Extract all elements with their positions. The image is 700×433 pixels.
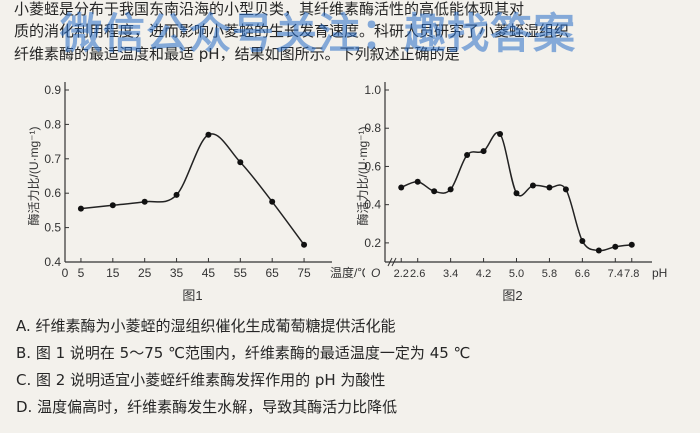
y-tick-label: 0.8: [44, 117, 61, 131]
data-point: [612, 243, 619, 250]
x-tick-label: 15: [106, 266, 120, 280]
chart-1: 0.4 0.5 0.6 0.7 0.8 0.9 0 5 15 25 35 45 55 65 75 温度/℃ 酶活…: [26, 82, 365, 303]
question-line-2: 质的消化利用程度，进而影响小菱蛭的生长发育速度。科研人员研究了小菱蛭湿组织: [14, 22, 570, 40]
option-b[interactable]: B. 图 1 说明在 5～75 ℃范围内，纤维素酶的最适温度一定为 45 ℃: [16, 344, 471, 362]
data-point: [595, 247, 602, 254]
data-point: [546, 184, 553, 191]
x-tick-label: 6.6: [575, 268, 590, 280]
x-tick-label: 7.8: [624, 268, 639, 280]
x-tick-label: 55: [234, 266, 248, 280]
data-point: [237, 159, 244, 166]
data-point: [205, 131, 212, 138]
x-tick-label: 0: [62, 266, 69, 280]
x-tick-label: 65: [266, 266, 280, 280]
x-tick-label: 3.4: [443, 268, 458, 280]
x-tick-label: 45: [202, 266, 216, 280]
y-tick-label: 0.6: [44, 186, 61, 200]
y-tick-label: 0.6: [364, 159, 381, 173]
chart-caption: 图2: [502, 288, 522, 303]
y-tick-label: 0.8: [364, 121, 381, 135]
x-axis-label: pH: [652, 266, 667, 280]
y-tick-label: 0.2: [364, 236, 381, 250]
y-axis-label: 酶活力比/(U·mg⁻¹): [355, 127, 370, 226]
y-tick-label: 1.0: [364, 83, 381, 97]
option-a[interactable]: A. 纤维素酶为小菱蛭的湿组织催化生成葡萄糖提供活化能: [16, 317, 396, 335]
data-point: [579, 237, 586, 244]
axis-break-mark: [387, 257, 393, 267]
option-d[interactable]: D. 温度偏高时，纤维素酶发生水解，导致其酶活力比降低: [16, 398, 398, 416]
data-point: [269, 198, 276, 205]
option-c[interactable]: C. 图 2 说明适宜小菱蛭纤维素酶发挥作用的 pH 为酸性: [16, 371, 386, 389]
data-point: [529, 182, 536, 189]
y-tick-label: 0.5: [44, 221, 61, 235]
data-point: [513, 190, 520, 197]
data-point: [447, 186, 454, 193]
watermark: 微信公众号关注：趣找答案: [60, 9, 577, 58]
series-line: [80, 133, 305, 246]
data-point: [301, 241, 308, 248]
data-point: [398, 184, 405, 191]
data-point: [77, 205, 84, 212]
y-tick-label: 0.4: [44, 255, 61, 269]
question-line-3: 纤维素酶的最适温度和最适 pH，结果如图所示。下列叙述正确的是: [14, 45, 460, 63]
data-point: [414, 178, 421, 185]
data-point: [109, 202, 116, 209]
chart-2: 0.2 0.4 0.6 0.8 1.0 O 2.2 2.6 3.4 4.2 5.0 5.8 6.6 7.4…: [355, 82, 667, 303]
x-tick-label: 5: [78, 266, 85, 280]
x-tick-label: 2.6: [410, 268, 425, 280]
x-tick-label: 35: [170, 266, 184, 280]
x-tick-label: 2.2: [394, 268, 409, 280]
y-tick-label: 0.9: [44, 83, 61, 97]
chart-caption: 图1: [182, 288, 202, 303]
origin-label: O: [371, 266, 380, 280]
x-tick-label: 5.8: [542, 268, 557, 280]
axis-break-mark: [391, 257, 397, 267]
data-point: [431, 188, 438, 195]
data-point: [480, 148, 487, 155]
data-point: [628, 241, 635, 248]
x-tick-label: 7.4: [608, 268, 623, 280]
data-point: [464, 151, 471, 158]
x-tick-label: 75: [297, 266, 311, 280]
data-point: [497, 130, 504, 137]
y-tick-label: 0.7: [44, 152, 61, 166]
data-point: [173, 191, 180, 198]
x-tick-label: 5.0: [509, 268, 524, 280]
y-tick-label: 0.4: [364, 198, 381, 212]
question-line-1: 小菱蛭是分布于我国东南沿海的小型贝类，其纤维素酶活性的高低能体现其对: [14, 0, 525, 18]
data-point: [562, 186, 569, 193]
data-point: [141, 198, 148, 205]
y-axis-label: 酶活力比/(U·mg⁻¹): [26, 127, 41, 226]
x-tick-label: 25: [138, 266, 152, 280]
x-axis-label: 温度/℃: [330, 265, 365, 280]
x-tick-label: 4.2: [476, 268, 491, 280]
